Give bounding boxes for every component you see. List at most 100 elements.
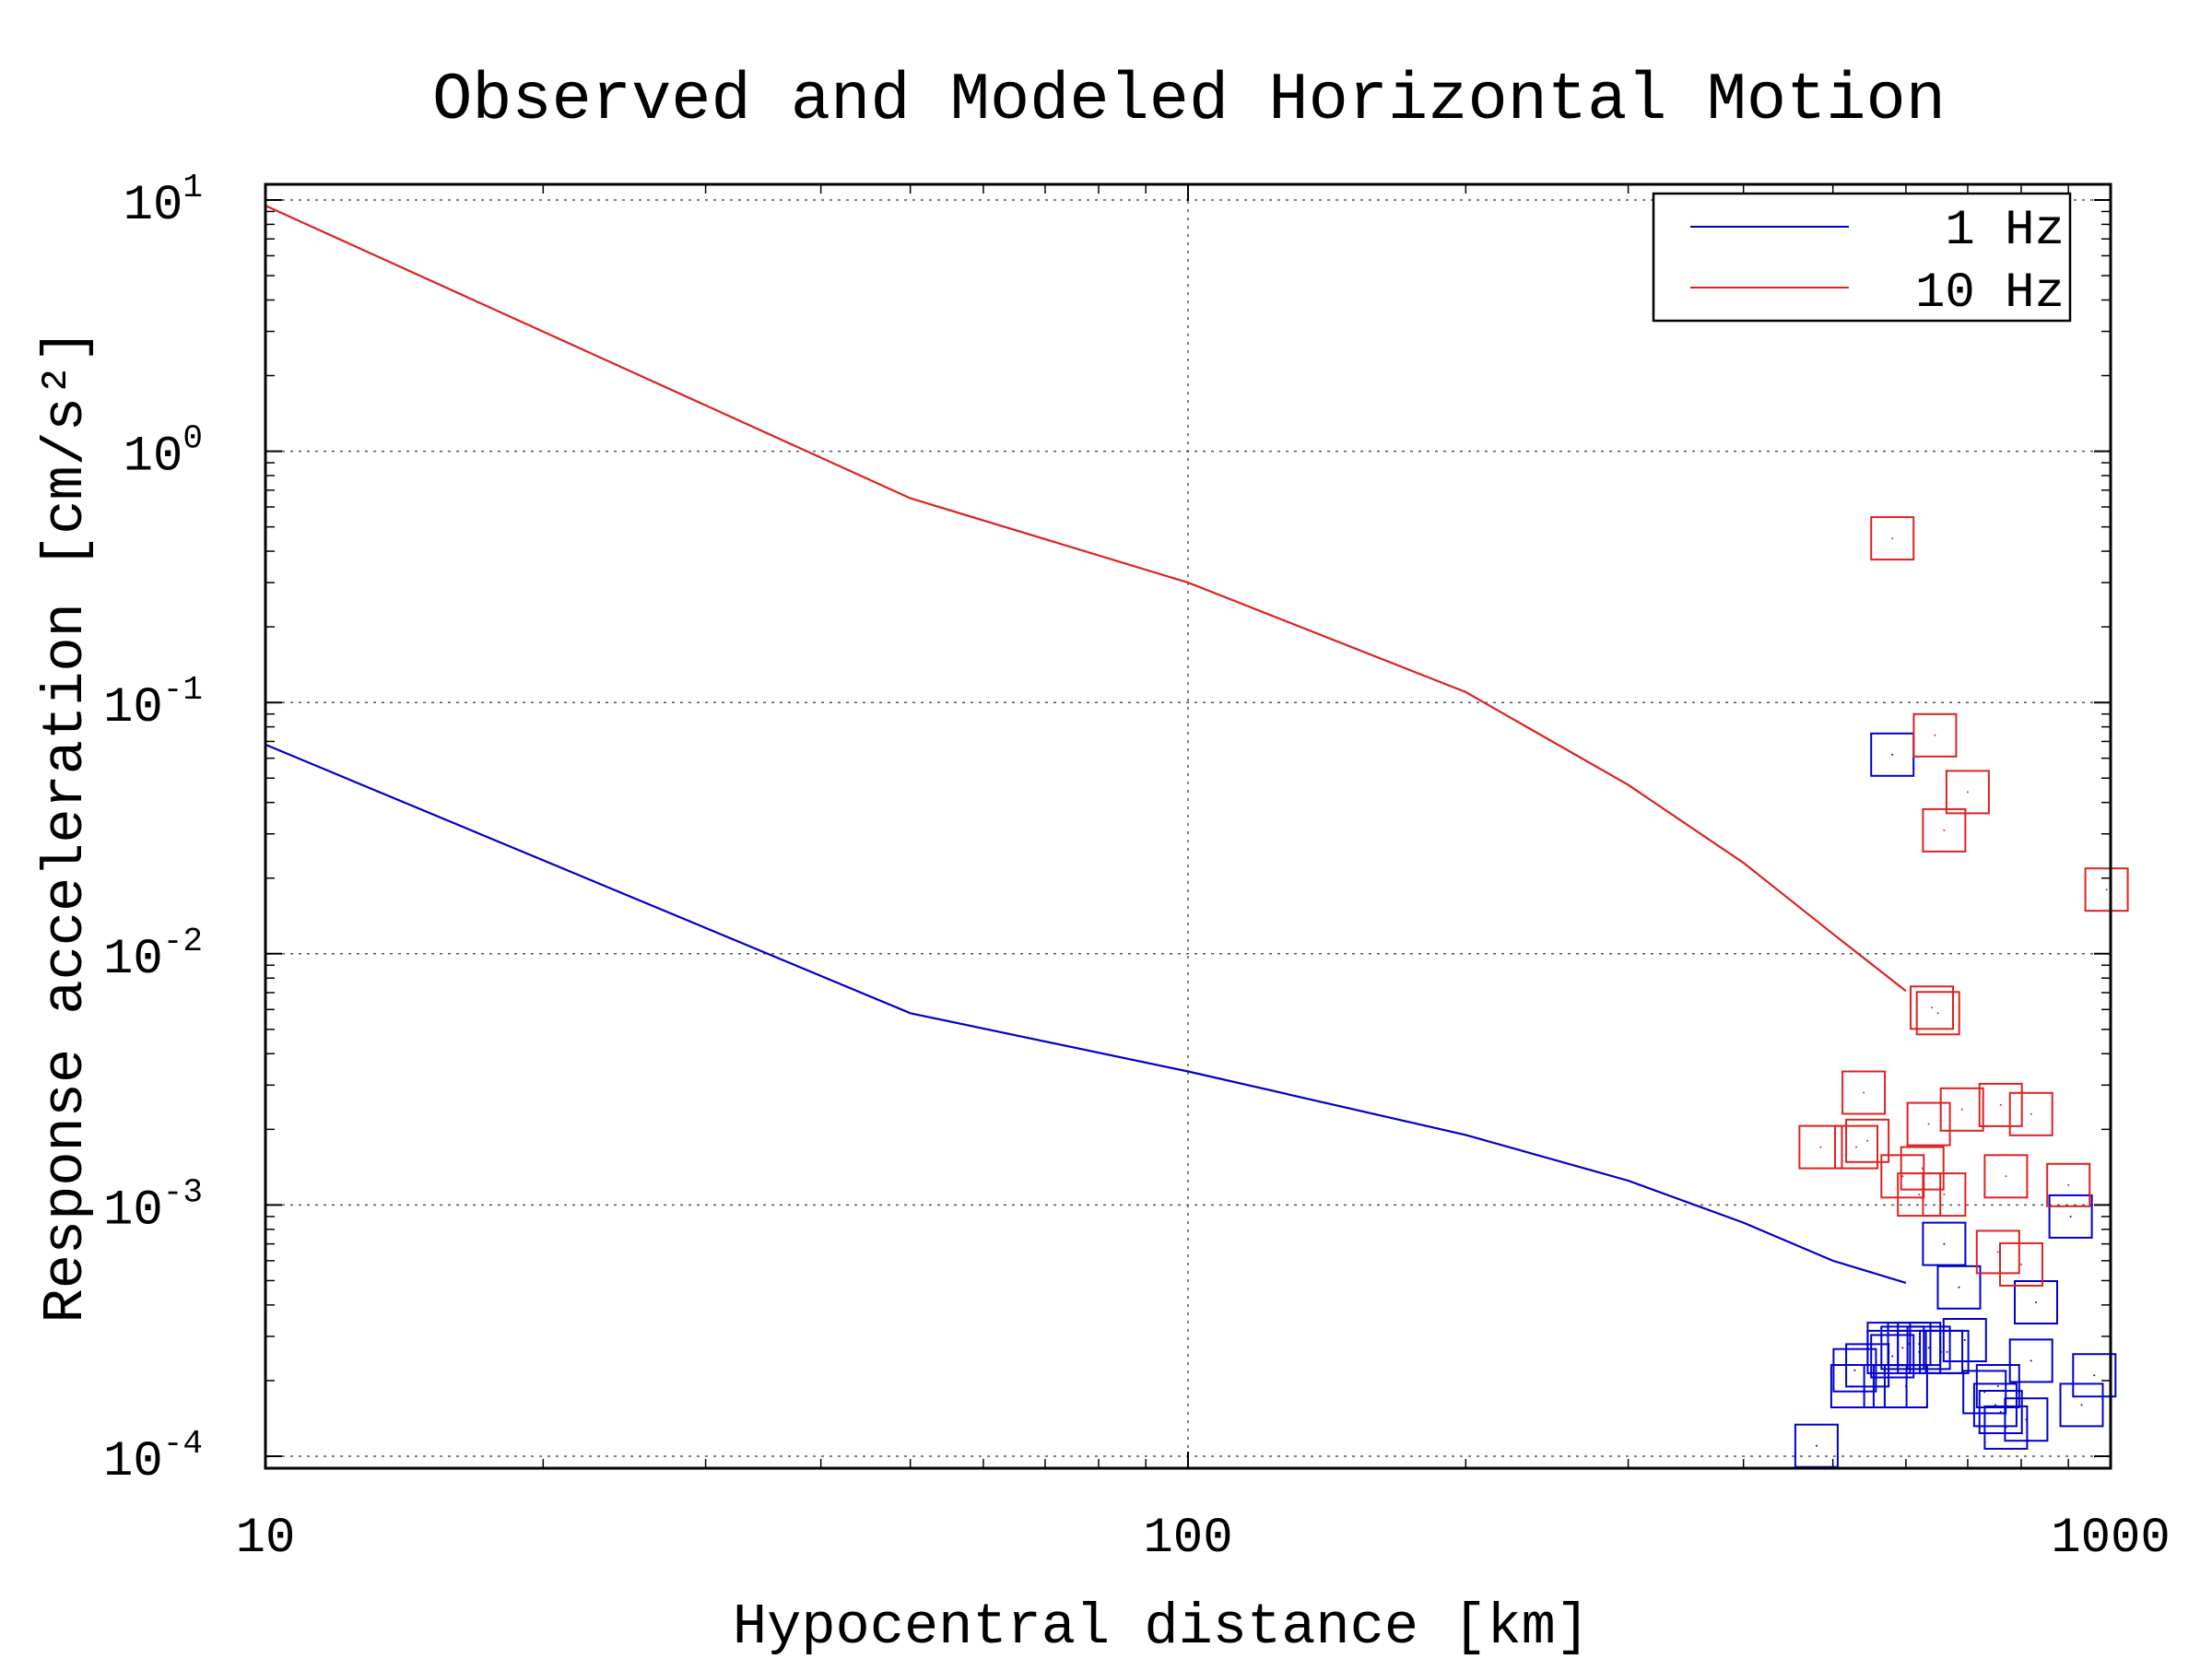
observed-point-center-red <box>1966 791 1969 794</box>
observed-point-red <box>1983 1154 2029 1199</box>
observed-point-center-blue <box>1940 1350 1943 1353</box>
legend: 1 Hz 10 Hz <box>1652 192 2072 323</box>
model-line-10hz <box>265 205 1907 993</box>
observed-point-blue <box>1924 1329 1970 1374</box>
observed-point-center-red <box>1931 1006 1933 1009</box>
observed-point-center-blue <box>1891 753 1894 756</box>
observed-point-blue <box>2004 1397 2049 1442</box>
observed-point-red <box>1906 1101 1951 1147</box>
observed-point-red <box>1912 712 1958 758</box>
observed-point-red <box>1922 807 1967 853</box>
observed-point-center-blue <box>1999 1411 2002 1413</box>
observed-point-center-blue <box>1888 1343 1890 1346</box>
observed-point-center-blue <box>1904 1385 1907 1387</box>
observed-point-center-red <box>1891 537 1894 540</box>
observed-point-red <box>2084 867 2129 912</box>
observed-point-center-red <box>2067 1183 2070 1186</box>
observed-point-center-blue <box>2093 1374 2096 1377</box>
observed-point-blue <box>1942 1318 1987 1362</box>
observed-point-center-red <box>1921 1167 1924 1170</box>
observed-point-red <box>1939 1087 1984 1132</box>
legend-label-10hz: 10 Hz <box>1915 265 2065 322</box>
observed-point-center-red <box>2030 1112 2032 1115</box>
observed-point-red <box>1999 1241 2043 1287</box>
series-lines <box>265 205 1907 1284</box>
observed-point-center-blue <box>1891 1355 1894 1358</box>
observed-point-blue <box>1906 1325 1951 1371</box>
observed-point-blue <box>2008 1338 2053 1383</box>
observed-point-center-red <box>1996 1251 1999 1253</box>
observed-point-center-red <box>2020 1263 2022 1265</box>
observed-point-center-blue <box>1963 1339 1966 1341</box>
observed-point-center-blue <box>1815 1444 1818 1447</box>
observed-point-blue <box>2072 1353 2117 1398</box>
observed-point-blue <box>1832 1347 1877 1393</box>
observed-point-red <box>2046 1162 2091 1207</box>
observed-point-center-red <box>2105 888 2108 891</box>
chart-title: Observed and Modeled Horizontal Motion <box>432 63 1946 138</box>
x-tick-label: 100 <box>1143 1511 1232 1567</box>
observed-point-blue <box>1972 1382 2018 1428</box>
observed-point-red <box>1915 991 1960 1036</box>
observed-point-center-blue <box>2025 1418 2028 1421</box>
observed-point-center-red <box>1934 734 1936 736</box>
observed-point-red <box>1945 770 1990 815</box>
observed-point-red <box>1975 1230 2020 1275</box>
observed-point-center-blue <box>2030 1359 2032 1362</box>
grid <box>265 184 2111 1468</box>
observed-point-center-red <box>1901 1175 1904 1178</box>
observed-point-red <box>2008 1091 2053 1136</box>
observed-point-red <box>1845 1118 1890 1163</box>
observed-point-red <box>1870 516 1915 561</box>
observed-point-red <box>1897 1172 1942 1218</box>
legend-label-1hz: 1 Hz <box>1945 203 2065 259</box>
observed-point-center-blue <box>1927 1347 1930 1349</box>
observed-point-blue <box>1866 1322 1912 1367</box>
observed-point-center-blue <box>2035 1301 2037 1303</box>
observed-point-blue <box>1870 1334 1915 1379</box>
observed-point-center-red <box>1999 1103 2002 1106</box>
legend-box <box>1652 192 2072 323</box>
observed-point-center-red <box>1943 829 1946 831</box>
x-tick-label: 1000 <box>2051 1511 2171 1567</box>
x-tick-labels: 10 100 1000 <box>236 1511 2171 1567</box>
model-line-1hz <box>265 743 1907 1284</box>
observed-point-center-red <box>1866 1139 1869 1142</box>
observed-point-blue <box>1922 1221 1967 1266</box>
observed-point-center-blue <box>1943 1242 1946 1245</box>
observed-point-red <box>1900 1146 1945 1191</box>
observed-point-center-red <box>1819 1146 1822 1148</box>
observed-point-red <box>1798 1124 1843 1170</box>
observed-point-blue <box>1880 1325 1925 1371</box>
observed-point-center-red <box>1927 1123 1930 1125</box>
observed-point-blue <box>2059 1382 2104 1428</box>
observed-point-center-red <box>1936 1012 1939 1015</box>
observed-point-center-blue <box>1946 1350 1948 1353</box>
x-axis-label: Hypocentral distance [km] <box>733 1594 1590 1659</box>
observed-point-red <box>1834 1124 1878 1170</box>
observed-point-center-blue <box>1958 1286 1960 1288</box>
observed-point-center-red <box>1863 1091 1865 1094</box>
observed-point-blue <box>2048 1194 2093 1239</box>
data-points <box>1794 516 2129 1468</box>
observed-point-red <box>1978 1082 2023 1127</box>
observed-point-center-red <box>1943 1194 1946 1196</box>
observed-point-blue <box>2014 1280 2058 1324</box>
observed-point-center-blue <box>1996 1385 1999 1387</box>
observed-point-center-red <box>2005 1175 2007 1178</box>
observed-point-red <box>1841 1070 1887 1115</box>
y-axis-label: Response acceleration [cm/s²] <box>33 329 99 1324</box>
observed-point-blue <box>1978 1390 2023 1434</box>
observed-point-center-blue <box>2069 1215 2072 1218</box>
observed-point-center-red <box>1960 1108 1963 1111</box>
observed-point-blue <box>1975 1364 2020 1408</box>
observed-point-center-red <box>1918 1194 1921 1196</box>
observed-point-center-blue <box>1901 1347 1904 1349</box>
observed-point-red <box>1910 985 1954 1030</box>
observed-point-center-red <box>1855 1146 1857 1148</box>
observed-point-center-blue <box>1853 1369 1856 1371</box>
observed-point-center-blue <box>2080 1404 2083 1406</box>
x-tick-label: 10 <box>236 1511 296 1567</box>
plot-frame <box>264 182 2112 1470</box>
